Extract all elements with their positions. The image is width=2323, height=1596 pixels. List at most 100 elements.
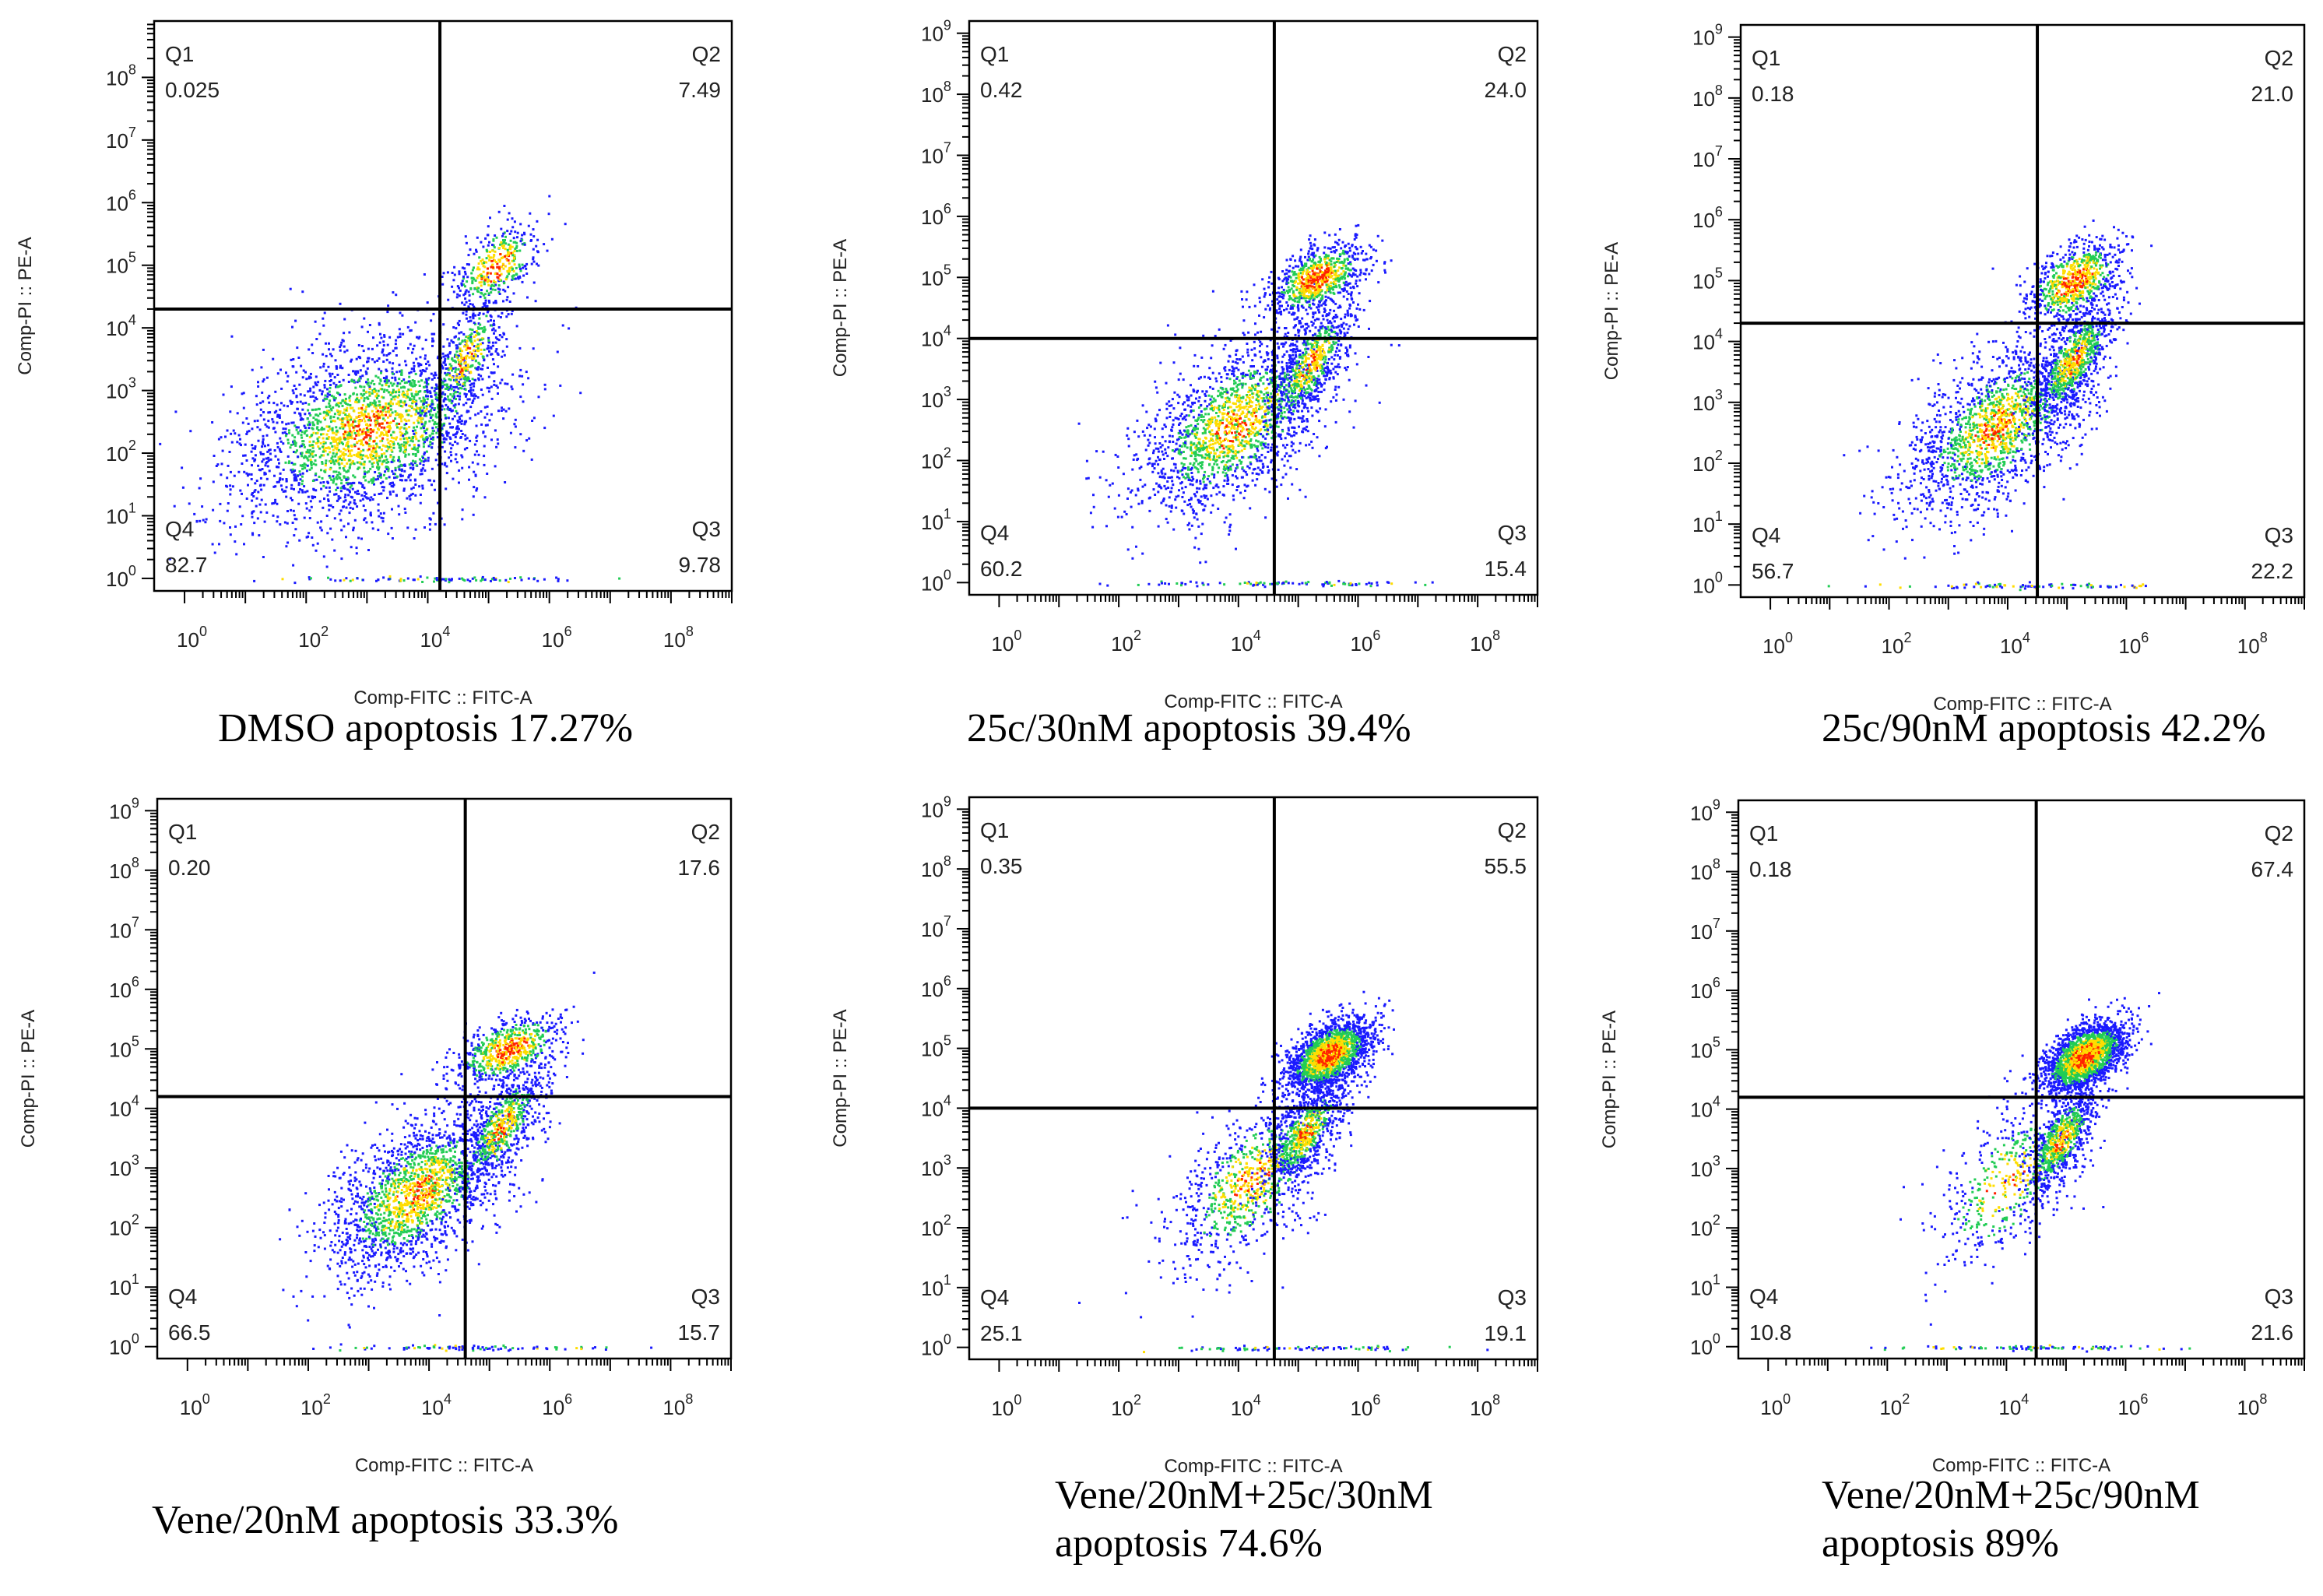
- event-dot: [328, 411, 331, 413]
- event-dot: [1211, 469, 1214, 472]
- event-dot: [498, 260, 501, 263]
- event-dot: [392, 446, 395, 449]
- event-dot: [343, 500, 346, 503]
- event-dot: [1141, 552, 1144, 555]
- event-dot: [260, 488, 263, 491]
- event-dot: [1178, 424, 1180, 426]
- event-dot: [381, 410, 384, 413]
- event-dot: [444, 379, 447, 382]
- event-dot: [419, 369, 422, 372]
- event-dot: [368, 392, 371, 395]
- event-dot: [375, 436, 378, 439]
- event-dot: [1193, 493, 1196, 496]
- event-dot: [467, 346, 470, 350]
- event-dot: [471, 343, 474, 346]
- event-dot: [301, 402, 304, 405]
- event-dot: [430, 409, 433, 412]
- event-dot: [414, 393, 417, 396]
- event-dot: [372, 440, 375, 443]
- event-dot: [1169, 411, 1172, 414]
- event-dot: [304, 430, 307, 433]
- event-dot: [455, 296, 459, 299]
- event-dot: [1183, 429, 1186, 432]
- event-dot: [482, 270, 485, 273]
- event-dot: [369, 511, 372, 515]
- event-dot: [481, 355, 484, 358]
- event-dot: [1241, 386, 1244, 389]
- event-dot: [380, 516, 383, 519]
- event-dot: [453, 406, 456, 409]
- event-dot: [488, 258, 491, 262]
- event-dot: [1259, 469, 1262, 472]
- event-dot: [449, 385, 452, 388]
- event-dot: [241, 421, 244, 424]
- event-dot: [343, 408, 346, 411]
- event-dot: [1228, 529, 1232, 533]
- event-dot: [427, 459, 430, 462]
- event-dot: [465, 378, 468, 380]
- event-dot: [340, 557, 343, 561]
- event-dot: [339, 579, 342, 582]
- event-dot: [306, 464, 309, 467]
- event-dot: [390, 448, 393, 452]
- event-dot: [297, 426, 300, 429]
- event-dot: [448, 372, 451, 375]
- event-dot: [1249, 424, 1253, 427]
- event-dot: [335, 470, 338, 473]
- event-dot: [226, 509, 229, 512]
- event-dot: [476, 326, 480, 329]
- event-dot: [1211, 387, 1214, 390]
- event-dot: [1252, 374, 1255, 377]
- event-dot: [443, 437, 446, 440]
- quadrant-q4-name: Q4: [165, 517, 194, 541]
- event-dot: [312, 440, 315, 443]
- event-dot: [443, 523, 446, 526]
- event-dot: [444, 364, 447, 366]
- event-dot: [431, 344, 434, 347]
- event-dot: [487, 244, 490, 247]
- event-dot: [494, 429, 497, 432]
- event-dot: [258, 534, 261, 537]
- event-dot: [425, 367, 428, 370]
- event-dot: [343, 350, 346, 353]
- event-dot: [470, 352, 473, 355]
- event-dot: [420, 399, 423, 403]
- event-dot: [1257, 403, 1260, 406]
- event-dot: [1249, 394, 1251, 396]
- event-dot: [1285, 395, 1288, 399]
- event-dot: [415, 410, 418, 413]
- event-dot: [369, 424, 372, 427]
- event-dot: [1180, 413, 1183, 415]
- event-dot: [1280, 483, 1283, 487]
- event-dot: [459, 350, 462, 353]
- event-dot: [381, 350, 385, 353]
- event-dot: [444, 371, 447, 374]
- event-dot: [350, 449, 353, 452]
- event-dot: [1092, 505, 1095, 508]
- event-dot: [492, 239, 495, 242]
- event-dot: [354, 386, 357, 389]
- event-dot: [1270, 351, 1274, 353]
- event-dot: [405, 431, 408, 434]
- event-dot: [1180, 481, 1183, 484]
- event-dot: [1192, 478, 1195, 480]
- event-dot: [1294, 451, 1297, 454]
- event-dot: [486, 405, 489, 408]
- event-dot: [1232, 446, 1235, 449]
- event-dot: [1227, 439, 1230, 442]
- event-dot: [327, 436, 330, 438]
- event-dot: [451, 376, 454, 379]
- event-dot: [349, 501, 352, 504]
- event-dot: [307, 495, 310, 498]
- event-dot: [298, 470, 301, 473]
- event-dot: [491, 263, 494, 266]
- event-dot: [1126, 434, 1129, 437]
- event-dot: [1195, 480, 1198, 483]
- event-dot: [459, 386, 462, 389]
- event-dot: [433, 389, 436, 392]
- event-dot: [515, 241, 518, 244]
- event-dot: [505, 338, 508, 341]
- event-dot: [1136, 419, 1139, 422]
- event-dot: [482, 245, 485, 248]
- event-dot: [1188, 528, 1191, 531]
